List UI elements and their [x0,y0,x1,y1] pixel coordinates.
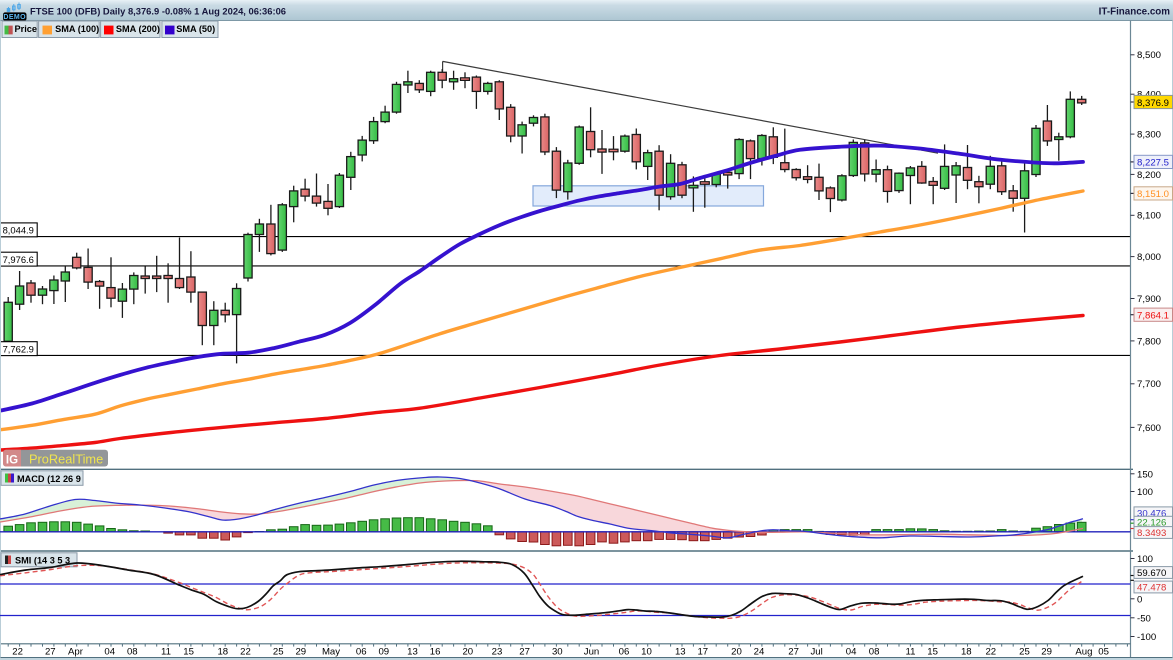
svg-text:8,100: 8,100 [1137,211,1161,222]
svg-text:8.3493: 8.3493 [1137,528,1166,539]
svg-text:7,600: 7,600 [1137,423,1161,434]
svg-text:8,500: 8,500 [1137,50,1161,61]
svg-text:22: 22 [985,647,996,658]
svg-text:8,000: 8,000 [1137,252,1161,263]
svg-text:SMA (50): SMA (50) [176,24,215,34]
svg-text:22.126: 22.126 [1137,518,1166,529]
svg-text:ProRealTime: ProRealTime [29,451,103,466]
svg-text:SMI (14 3 5 3: SMI (14 3 5 3 [15,555,70,565]
svg-text:SMA (100): SMA (100) [55,24,99,34]
svg-text:8,044.9: 8,044.9 [3,225,34,236]
svg-text:47.478: 47.478 [1137,583,1166,594]
svg-text:11: 11 [906,647,916,658]
svg-text:08: 08 [127,647,138,658]
svg-text:09: 09 [378,647,389,658]
svg-text:20: 20 [731,647,742,658]
svg-text:04: 04 [104,647,115,658]
svg-text:7,700: 7,700 [1137,379,1161,390]
svg-text:30: 30 [552,647,563,658]
svg-text:MACD (12 26 9: MACD (12 26 9 [17,474,81,484]
svg-text:Aug: Aug [1075,647,1092,658]
svg-text:29: 29 [295,647,306,658]
svg-text:13: 13 [675,647,686,658]
svg-text:Jun: Jun [584,647,599,658]
svg-text:15: 15 [927,647,938,658]
svg-text:IT-Finance.com: IT-Finance.com [1099,7,1171,18]
svg-text:8,200: 8,200 [1137,170,1161,181]
svg-text:100: 100 [1137,487,1153,498]
svg-text:7,900: 7,900 [1137,294,1161,305]
svg-text:27: 27 [45,647,56,658]
svg-text:15: 15 [183,647,194,658]
svg-text:17: 17 [697,647,708,658]
svg-text:7,864.1: 7,864.1 [1137,311,1169,322]
svg-text:06: 06 [356,647,367,658]
svg-text:Apr: Apr [68,647,84,658]
svg-text:May: May [322,647,340,658]
svg-text:27: 27 [519,647,530,658]
svg-text:22: 22 [12,647,23,658]
svg-text:-50: -50 [1137,613,1151,624]
svg-text:8,151.0: 8,151.0 [1137,189,1169,200]
svg-text:DEMO: DEMO [3,14,26,21]
svg-text:27: 27 [788,647,799,658]
svg-text:30.476: 30.476 [1137,508,1166,519]
svg-text:18: 18 [961,647,972,658]
svg-text:IG: IG [6,454,18,466]
svg-text:13: 13 [407,647,418,658]
svg-text:8,300: 8,300 [1137,130,1161,141]
svg-text:11: 11 [161,647,171,658]
svg-text:7,762.9: 7,762.9 [3,343,34,354]
svg-text:59.670: 59.670 [1137,568,1166,579]
svg-text:05: 05 [1098,647,1109,658]
svg-text:25: 25 [1019,647,1030,658]
svg-text:10: 10 [641,647,652,658]
svg-text:7,976.6: 7,976.6 [3,254,34,265]
svg-text:FTSE 100 (DFB) Daily 8,376.9 -: FTSE 100 (DFB) Daily 8,376.9 -0.08% 1 Au… [30,5,286,16]
svg-text:04: 04 [846,647,857,658]
svg-text:-100: -100 [1137,632,1156,643]
svg-text:SMA (200): SMA (200) [116,24,160,34]
svg-text:08: 08 [869,647,880,658]
svg-text:7,800: 7,800 [1137,336,1161,347]
svg-text:25: 25 [273,647,284,658]
svg-text:16: 16 [430,647,441,658]
svg-text:06: 06 [619,647,630,658]
svg-text:100: 100 [1137,554,1153,565]
svg-text:22: 22 [240,647,251,658]
svg-text:8,376.9: 8,376.9 [1137,98,1169,109]
svg-text:8,227.5: 8,227.5 [1137,158,1169,169]
svg-text:150: 150 [1137,469,1153,480]
svg-text:24: 24 [754,647,765,658]
svg-text:Price: Price [15,24,37,34]
svg-text:0: 0 [1137,594,1142,605]
svg-text:18: 18 [217,647,228,658]
svg-text:23: 23 [492,647,503,658]
svg-text:29: 29 [1041,647,1052,658]
svg-text:Jul: Jul [810,647,822,658]
svg-text:20: 20 [462,647,473,658]
